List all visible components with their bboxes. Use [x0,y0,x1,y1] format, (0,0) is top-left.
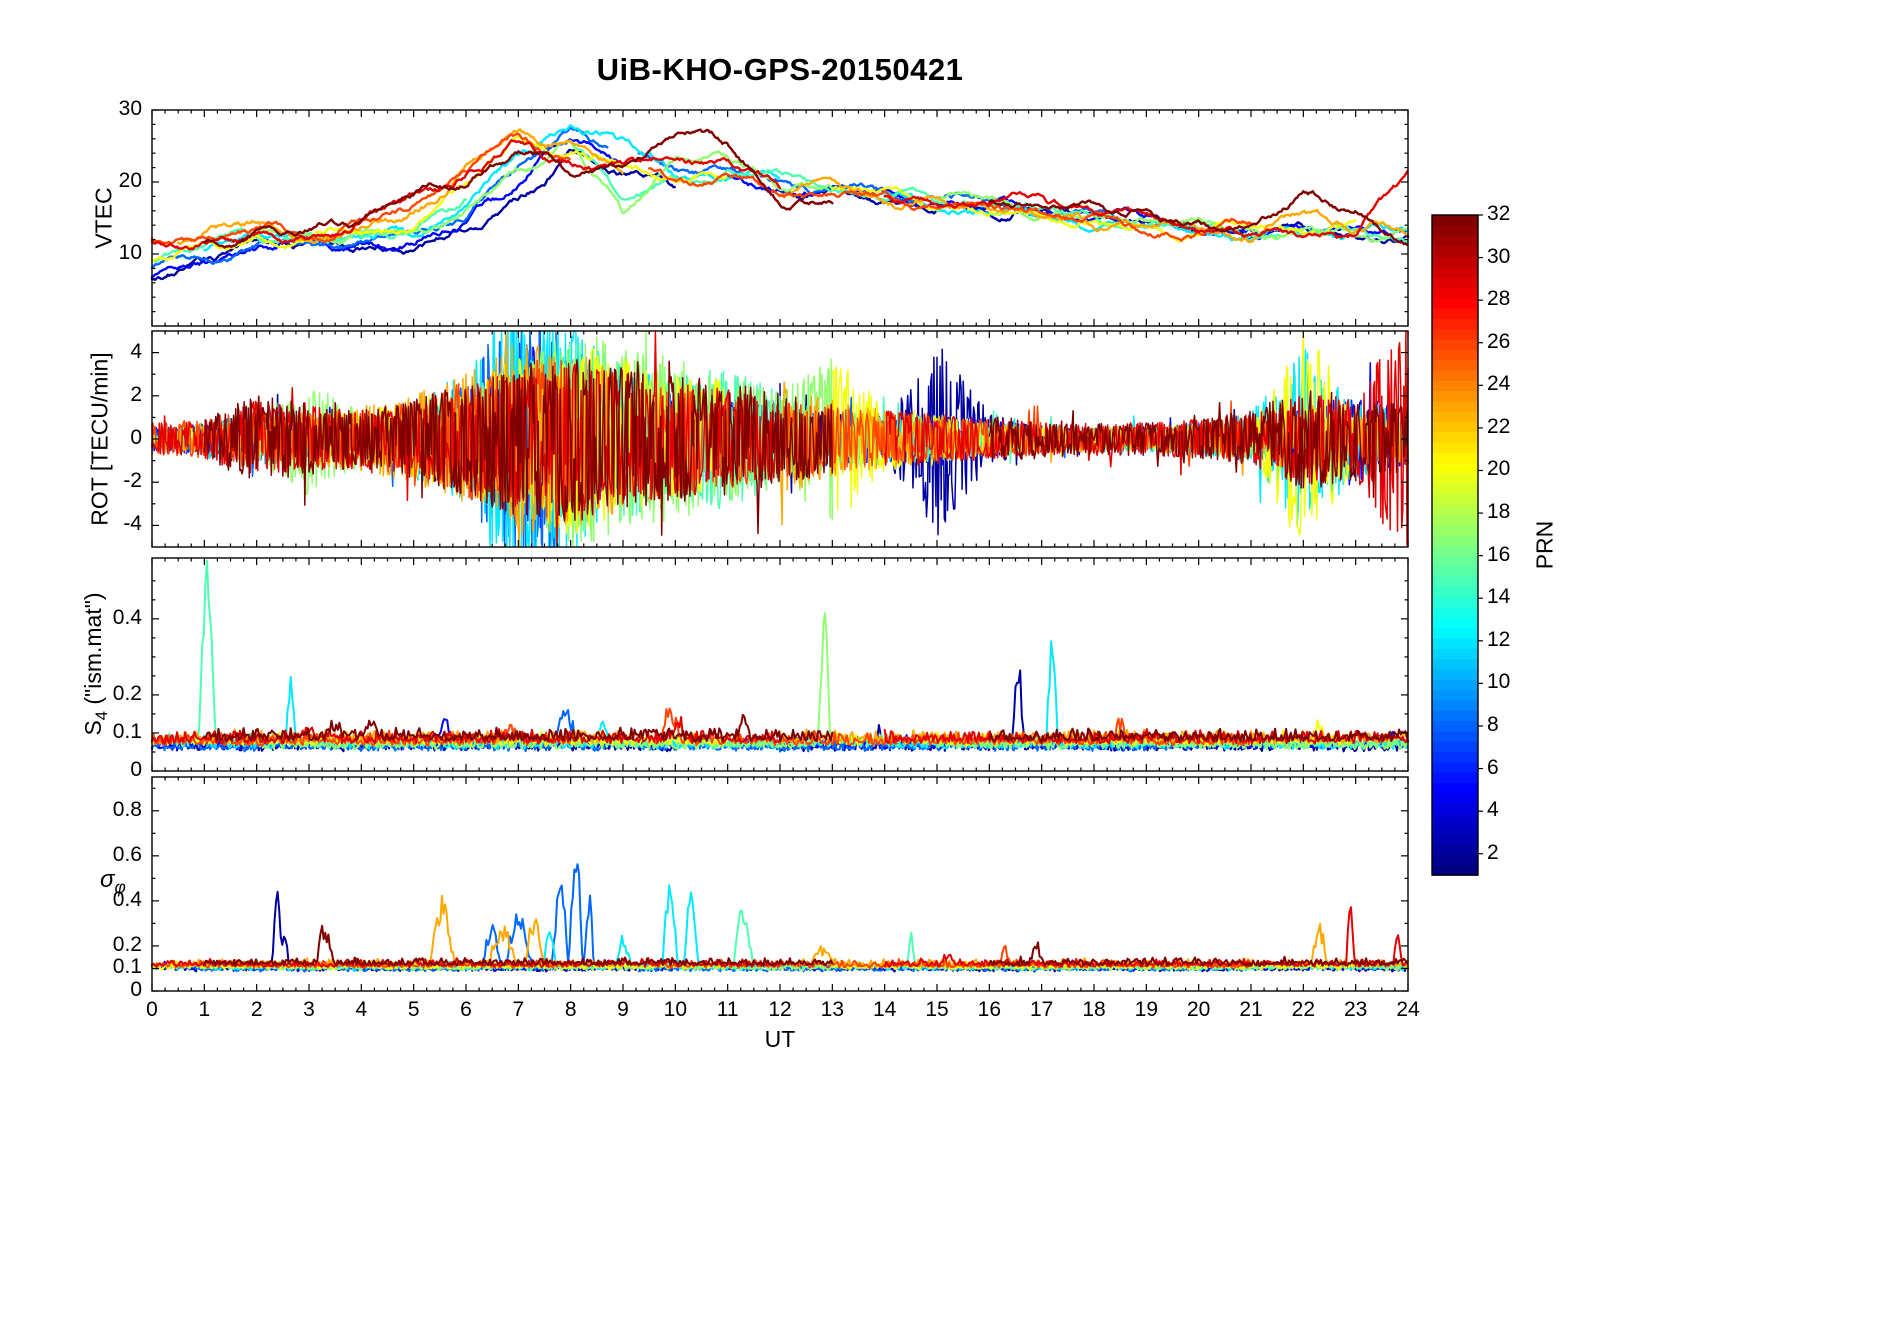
x-tick-label: 19 [1134,998,1159,1021]
colorbar-tick-label: 16 [1487,542,1511,566]
x-tick-label: 15 [925,998,949,1021]
y-tick-label: 20 [118,169,142,192]
y-tick-label: 0 [130,426,142,449]
y-tick-label: 10 [118,241,142,264]
sigma-phi-axis-label: σφ [100,866,126,898]
y-tick-label: 0.4 [112,887,142,911]
y-tick-label: 0.4 [112,605,142,629]
x-tick-label: 20 [1186,998,1211,1021]
colorbar-tick-label: 8 [1487,712,1499,736]
colorbar-tick-label: 26 [1487,329,1511,353]
x-axis-label: UT [764,1026,796,1052]
x-tick-label: 17 [1029,998,1054,1021]
y-tick-label: 0.8 [112,797,142,821]
x-tick-label: 24 [1396,998,1420,1021]
colorbar-tick-label: 4 [1487,798,1499,822]
y-tick-label: -2 [123,469,142,493]
x-tick-label: 6 [460,998,472,1021]
x-tick-label: 23 [1343,998,1368,1021]
x-tick-label: 8 [564,998,577,1021]
colorbar-tick-label: 14 [1487,585,1511,609]
x-tick-label: 21 [1239,998,1263,1021]
colorbar-label: PRN [1531,520,1558,570]
x-tick-label: 3 [303,998,315,1021]
y-tick-label: 0 [130,978,142,1001]
vtec-axis-label: VTEC [90,187,117,249]
sigma-label-prefix: σ [100,866,115,893]
colorbar-tick-label: 10 [1487,670,1511,694]
x-tick-label: 16 [977,998,1002,1021]
colorbar-tick-label: 24 [1487,372,1511,396]
s4-label-subscript: 4 [91,711,111,721]
x-tick-label: 14 [872,998,897,1021]
x-tick-label: 10 [663,998,688,1021]
colorbar-tick-label: 18 [1487,500,1511,524]
colorbar-tick-label: 12 [1487,627,1511,651]
x-tick-label: 2 [250,998,263,1021]
y-tick-label: 0.6 [112,842,142,866]
sigma-label-subscript: φ [114,876,126,897]
x-tick-label: 9 [617,998,629,1021]
x-tick-label: 22 [1291,998,1316,1021]
colorbar-tick-label: 20 [1487,457,1511,481]
x-tick-label: 1 [198,998,211,1021]
colorbar-tick-label: 32 [1487,202,1511,225]
x-tick-label: 4 [355,998,368,1021]
y-tick-label: 2 [130,382,142,406]
colorbar-tick-label: 22 [1487,414,1511,438]
y-tick-label: 0.2 [112,681,142,705]
x-tick-label: 5 [407,998,420,1021]
y-tick-label: 0.1 [112,719,142,743]
colorbar-tick-label: 30 [1487,244,1511,268]
y-tick-label: 0.1 [112,955,142,979]
x-tick-label: 11 [716,998,739,1021]
chart-title: UiB-KHO-GPS-20150421 [596,52,964,87]
y-tick-label: 0.2 [112,932,142,956]
x-tick-label: 0 [146,998,158,1021]
y-tick-label: -4 [123,512,142,536]
y-tick-label: 30 [118,97,142,120]
y-tick-label: 4 [130,339,142,363]
colorbar-tick-label: 28 [1487,287,1511,311]
colorbar-tick-label: 6 [1487,755,1499,779]
colorbar-tick-label: 2 [1487,840,1499,864]
y-tick-label: 0 [130,758,142,781]
x-tick-label: 18 [1082,998,1106,1021]
x-tick-label: 7 [512,998,525,1021]
x-tick-label: 12 [768,998,792,1021]
x-tick-label: 13 [820,998,845,1021]
